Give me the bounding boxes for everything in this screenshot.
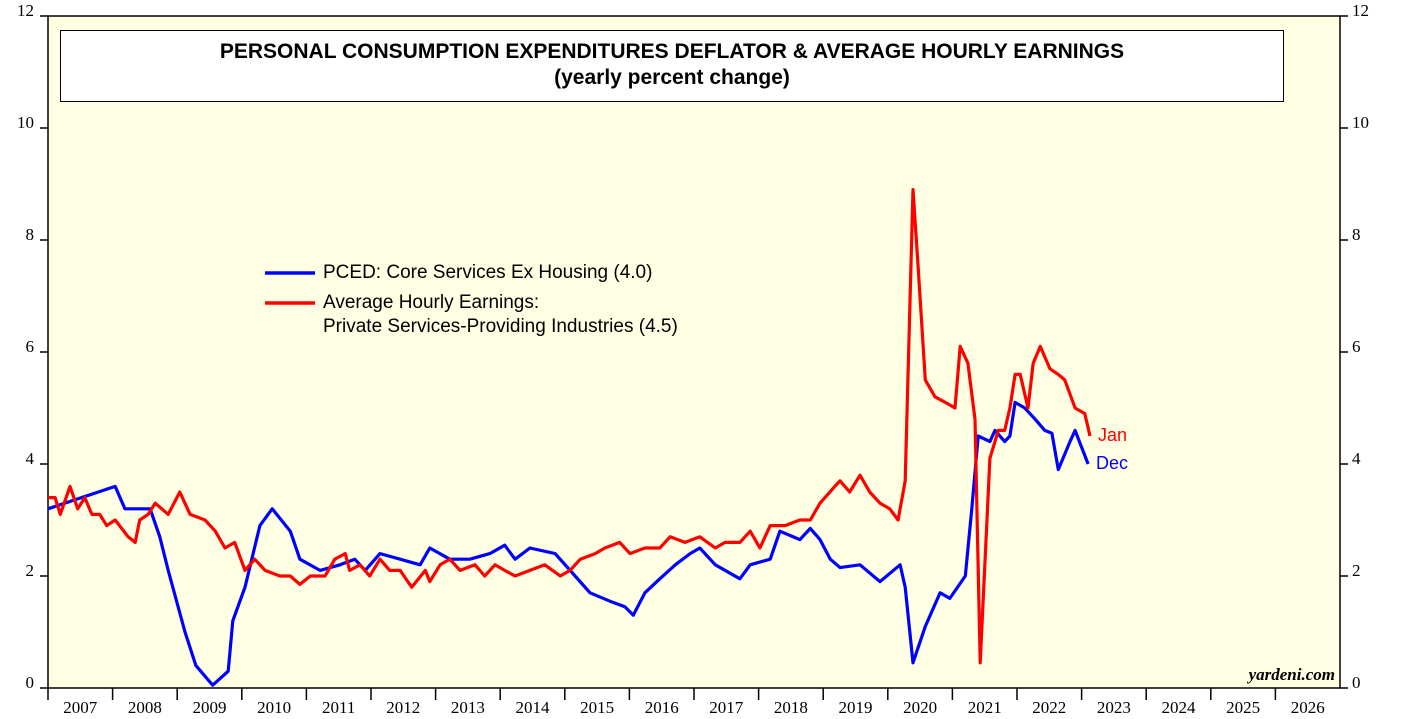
x-tick-label: 2022: [1032, 698, 1066, 717]
y2-tick-label: 12: [1352, 1, 1369, 20]
x-tick-label: 2026: [1291, 698, 1325, 717]
x-tick-label: 2021: [968, 698, 1002, 717]
plot-area: [47, 15, 1341, 689]
y2-tick-label: 4: [1352, 449, 1361, 468]
y2-tick-label: 10: [1352, 113, 1369, 132]
chart-title: PERSONAL CONSUMPTION EXPENDITURES DEFLAT…: [219, 40, 1125, 63]
x-tick-label: 2017: [709, 698, 744, 717]
x-tick-label: 2012: [386, 698, 420, 717]
end-label: Dec: [1096, 453, 1128, 473]
chart-subtitle: (yearly percent change): [554, 66, 790, 89]
x-tick-label: 2014: [516, 698, 551, 717]
legend-label: Average Hourly Earnings: Private Service…: [323, 292, 678, 337]
title-box: PERSONAL CONSUMPTION EXPENDITURES DEFLAT…: [60, 30, 1284, 102]
source: yardeni.com: [1247, 665, 1335, 684]
y-tick-label: 0: [26, 673, 35, 692]
y-tick-label: 8: [26, 225, 35, 244]
x-tick-label: 2015: [580, 698, 614, 717]
x-tick-label: 2010: [257, 698, 291, 717]
y2-tick-label: 8: [1352, 225, 1361, 244]
x-tick-label: 2016: [645, 698, 679, 717]
x-tick-label: 2025: [1226, 698, 1260, 717]
x-tick-label: 2013: [451, 698, 485, 717]
x-tick-label: 2008: [128, 698, 162, 717]
series-line: [47, 400, 1090, 687]
y-tick-label: 12: [17, 1, 34, 20]
x-tick-label: 2007: [63, 698, 98, 717]
x-tick-label: 2018: [774, 698, 808, 717]
x-tick-label: 2019: [839, 698, 873, 717]
series-line: [48, 188, 1092, 665]
y-tick-label: 4: [26, 449, 35, 468]
y2-tick-label: 0: [1352, 673, 1361, 692]
x-tick-label: 2023: [1097, 698, 1131, 717]
legend-label: PCED: Core Services Ex Housing (4.0): [323, 262, 653, 283]
y-tick-label: 6: [26, 337, 35, 356]
x-tick-label: 2020: [903, 698, 937, 717]
x-tick-label: 2009: [193, 698, 227, 717]
x-tick-label: 2011: [322, 698, 355, 717]
end-label: Jan: [1098, 425, 1127, 445]
y2-tick-label: 6: [1352, 337, 1361, 356]
y-tick-label: 2: [26, 561, 35, 580]
y2-tick-label: 2: [1352, 561, 1361, 580]
y-tick-label: 10: [17, 113, 34, 132]
x-tick-label: 2024: [1162, 698, 1197, 717]
